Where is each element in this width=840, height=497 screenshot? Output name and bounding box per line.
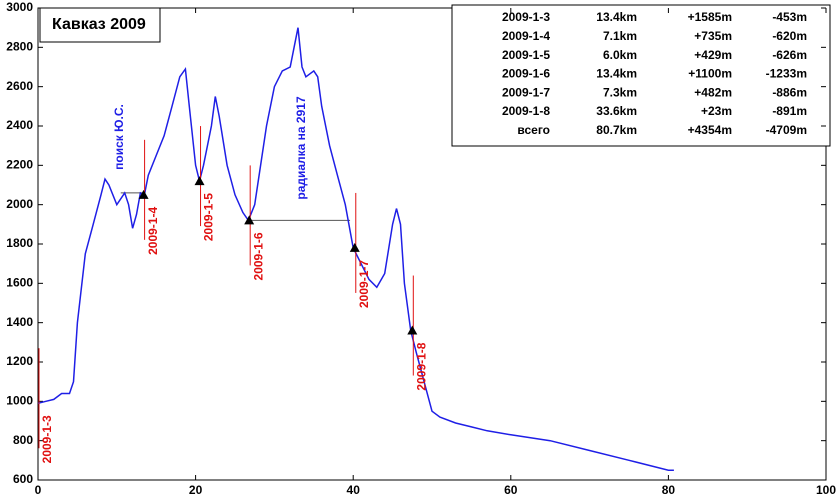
summary-cell: 6.0km bbox=[603, 48, 637, 62]
stage-marker bbox=[138, 189, 149, 199]
x-tick-label: 40 bbox=[347, 483, 361, 497]
summary-cell: +482m bbox=[694, 85, 732, 99]
y-tick-label: 1000 bbox=[6, 394, 33, 408]
summary-cell: -886m bbox=[772, 85, 807, 99]
y-tick-label: 600 bbox=[13, 472, 33, 486]
y-tick-label: 2800 bbox=[6, 40, 33, 54]
summary-cell: 2009-1-6 bbox=[502, 67, 550, 81]
summary-cell: 7.3km bbox=[603, 85, 637, 99]
summary-cell: 2009-1-5 bbox=[502, 48, 550, 62]
y-tick-label: 1800 bbox=[6, 236, 33, 250]
y-tick-label: 2200 bbox=[6, 158, 33, 172]
summary-cell: 13.4km bbox=[596, 67, 637, 81]
annotation-label: поиск Ю.С. bbox=[112, 104, 126, 170]
y-tick-label: 1200 bbox=[6, 354, 33, 368]
summary-cell: +23m bbox=[701, 104, 732, 118]
x-tick-label: 0 bbox=[35, 483, 42, 497]
stage-label: 2009-1-7 bbox=[357, 260, 371, 308]
y-tick-label: 3000 bbox=[6, 0, 33, 14]
y-tick-label: 2600 bbox=[6, 79, 33, 93]
summary-cell: -620m bbox=[772, 29, 807, 43]
summary-cell: +4354m bbox=[688, 123, 732, 137]
summary-cell: 2009-1-7 bbox=[502, 85, 550, 99]
y-tick-label: 1400 bbox=[6, 315, 33, 329]
chart-title: Кавказ 2009 bbox=[52, 16, 146, 33]
summary-cell: -4709m bbox=[766, 123, 807, 137]
annotation-label: радиалка на 2917 bbox=[294, 96, 308, 200]
title-box bbox=[39, 7, 161, 43]
y-tick-label: 1600 bbox=[6, 276, 33, 290]
stage-label: 2009-1-4 bbox=[146, 207, 160, 255]
summary-cell: +1585m bbox=[688, 10, 732, 24]
summary-cell: 2009-1-3 bbox=[502, 10, 550, 24]
y-tick-label: 2400 bbox=[6, 118, 33, 132]
stage-label: 2009-1-6 bbox=[251, 232, 265, 280]
summary-cell: +735m bbox=[694, 29, 732, 43]
x-tick-label: 100 bbox=[816, 483, 836, 497]
summary-cell: 7.1km bbox=[603, 29, 637, 43]
summary-cell: 80.7km bbox=[596, 123, 637, 137]
x-tick-label: 20 bbox=[189, 483, 203, 497]
stage-label: 2009-1-8 bbox=[414, 342, 428, 390]
summary-cell: +1100m bbox=[688, 67, 732, 81]
profile-line bbox=[37, 27, 674, 471]
summary-cell: -626m bbox=[772, 48, 807, 62]
stage-label: 2009-1-5 bbox=[202, 193, 216, 241]
x-tick-label: 60 bbox=[504, 483, 518, 497]
summary-box bbox=[451, 4, 831, 147]
summary-cell: всего bbox=[517, 123, 550, 137]
stage-marker bbox=[349, 242, 360, 252]
summary-cell: -1233m bbox=[766, 67, 807, 81]
stage-marker bbox=[244, 215, 255, 225]
y-tick-label: 800 bbox=[13, 433, 33, 447]
stage-marker bbox=[407, 325, 418, 335]
summary-cell: -453m bbox=[772, 10, 807, 24]
y-tick-label: 2000 bbox=[6, 197, 33, 211]
summary-cell: 2009-1-8 bbox=[502, 104, 550, 118]
summary-cell: +429m bbox=[694, 48, 732, 62]
summary-cell: 2009-1-4 bbox=[502, 29, 550, 43]
x-tick-label: 80 bbox=[662, 483, 676, 497]
summary-cell: -891m bbox=[772, 104, 807, 118]
stage-label: 2009-1-3 bbox=[40, 415, 54, 463]
summary-cell: 33.6km bbox=[596, 104, 637, 118]
stage-marker bbox=[194, 176, 205, 186]
summary-cell: 13.4km bbox=[596, 10, 637, 24]
